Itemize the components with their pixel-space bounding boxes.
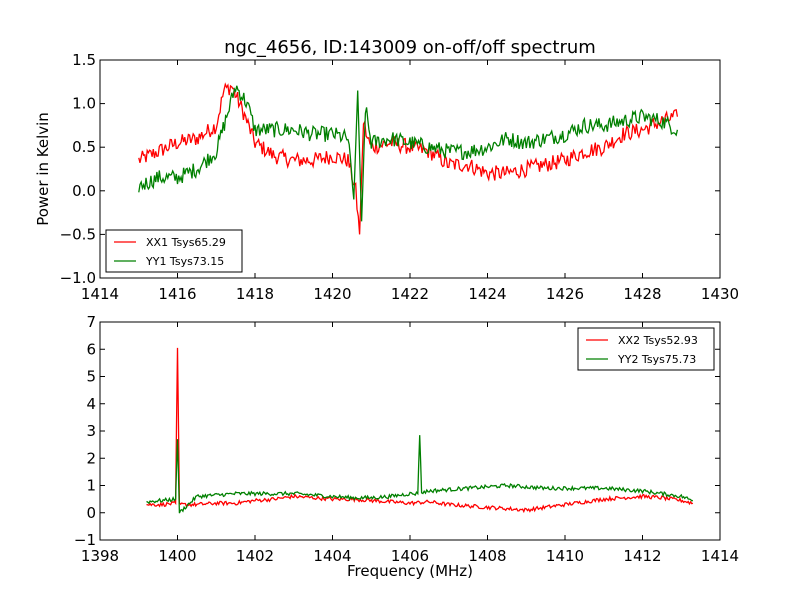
bottom-series-red-line: [146, 347, 694, 514]
top-y-tick-label: −0.5: [60, 225, 96, 243]
top-x-tick-label: 1418: [236, 285, 274, 303]
top-x-tick-label: 1422: [391, 285, 429, 303]
bottom-x-tick-label: 1412: [623, 547, 661, 565]
bottom-y-tick-label: 4: [86, 395, 96, 413]
bottom-y-tick-label: 1: [86, 477, 96, 495]
chart-title: ngc_4656, ID:143009 on-off/off spectrum: [224, 37, 596, 58]
bottom-x-tick-label: 1406: [391, 547, 429, 565]
bottom-x-tick-label: 1408: [468, 547, 506, 565]
bottom-y-tick-label: 6: [86, 340, 96, 358]
bottom-axes: 1398 1400 1402 1404 1406 1408 1410 1412 1414 −1 0 1…: [74, 313, 739, 580]
top-x-tick-label: 1420: [313, 285, 351, 303]
top-x-tick-label: 1416: [158, 285, 196, 303]
top-x-tick-label: 1426: [546, 285, 584, 303]
bottom-x-tick-label: 1404: [313, 547, 351, 565]
bottom-y-tick-label: 7: [86, 313, 96, 331]
bottom-y-tick-label: 3: [86, 422, 96, 440]
top-legend-box: [105, 229, 243, 273]
top-y-tick-label: −1.0: [60, 269, 96, 287]
bottom-y-tick-label: 5: [86, 368, 96, 386]
top-y-tick-label: 1.5: [72, 51, 96, 69]
top-y-axis-label: Power in Kelvin: [34, 112, 52, 226]
bottom-x-tick-label: 1400: [158, 547, 196, 565]
top-series-green-line: [138, 85, 679, 222]
bottom-x-tick-label: 1402: [236, 547, 274, 565]
bottom-y-tick-label: 2: [86, 449, 96, 467]
top-y-tick-label: 1.0: [72, 95, 96, 113]
top-y-tick-label: 0.5: [72, 138, 96, 156]
bottom-legend-label: XX2 Tsys52.93: [618, 334, 698, 347]
bottom-y-tick-label: −1: [74, 531, 96, 549]
top-x-tick-label: 1424: [468, 285, 506, 303]
bottom-y-tick-label: 0: [86, 504, 96, 522]
bottom-series-green-line: [146, 435, 694, 514]
top-axes: 1414 1416 1418 1420 1422 1424 1426 1428 1430 −1.0…: [34, 51, 739, 303]
bottom-x-tick-label: 1410: [546, 547, 584, 565]
top-legend-label: YY1 Tsys73.15: [145, 255, 224, 268]
bottom-x-tick-label: 1398: [81, 547, 119, 565]
bottom-legend: XX2 Tsys52.93 YY2 Tsys75.73: [577, 327, 715, 371]
top-legend: XX1 Tsys65.29 YY1 Tsys73.15: [105, 229, 243, 273]
top-x-tick-label: 1430: [701, 285, 739, 303]
bottom-x-axis-label: Frequency (MHz): [347, 562, 473, 580]
bottom-legend-box: [577, 327, 715, 371]
top-x-tick-label: 1414: [81, 285, 119, 303]
bottom-x-tick-label: 1414: [701, 547, 739, 565]
top-series-red-line: [138, 82, 679, 235]
bottom-legend-label: YY2 Tsys75.73: [617, 353, 696, 366]
top-x-tick-label: 1428: [623, 285, 661, 303]
top-y-tick-label: 0.0: [72, 182, 96, 200]
top-legend-label: XX1 Tsys65.29: [146, 236, 226, 249]
